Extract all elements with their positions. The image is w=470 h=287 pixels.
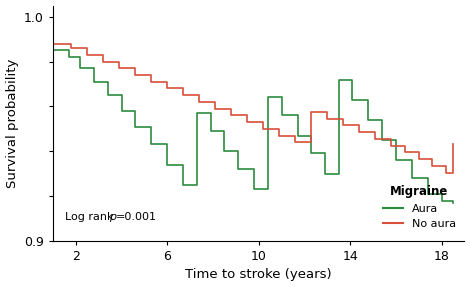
Legend: Aura, No aura: Aura, No aura bbox=[378, 181, 460, 234]
X-axis label: Time to stroke (years): Time to stroke (years) bbox=[186, 268, 332, 282]
Text: =0.001: =0.001 bbox=[116, 212, 157, 222]
Y-axis label: Survival probability: Survival probability bbox=[6, 59, 18, 188]
Text: Log rank: Log rank bbox=[65, 212, 118, 222]
Text: p: p bbox=[109, 212, 116, 222]
